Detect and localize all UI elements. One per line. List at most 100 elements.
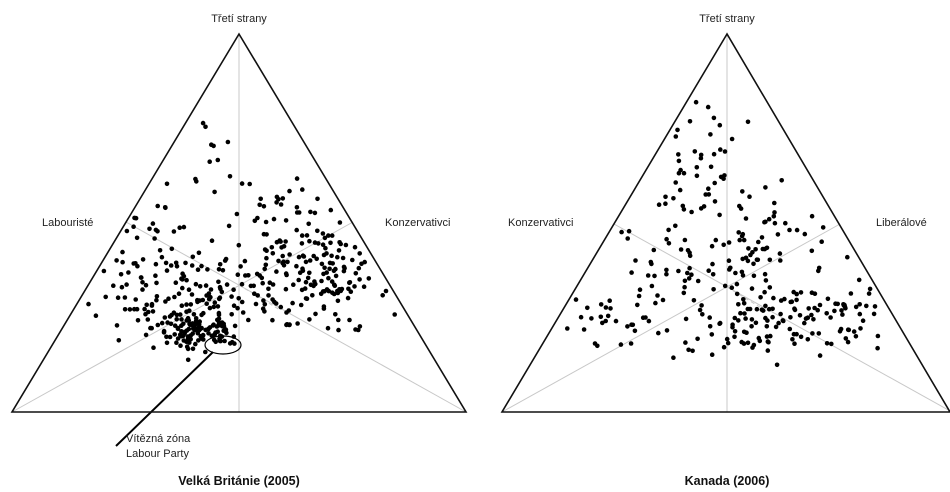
uk-data-point-113 bbox=[103, 294, 108, 300]
ca-data-point-21 bbox=[694, 173, 700, 179]
ca-data-point-60 bbox=[802, 231, 808, 237]
ca-data-point-83 bbox=[779, 178, 784, 183]
uk-data-point-21 bbox=[143, 282, 149, 288]
ca-data-point-214 bbox=[700, 312, 705, 317]
uk-data-point-252 bbox=[312, 240, 318, 245]
uk-data-point-163 bbox=[216, 296, 222, 302]
ca-data-point-222 bbox=[742, 311, 747, 316]
ca-data-point-57 bbox=[710, 272, 716, 277]
uk-data-point-29 bbox=[232, 323, 238, 329]
uk-axis-top-label: Třetí strany bbox=[211, 13, 267, 25]
uk-data-point-243 bbox=[333, 273, 339, 279]
uk-data-point-350 bbox=[175, 326, 181, 332]
uk-data-point-200 bbox=[262, 247, 268, 252]
uk-data-point-462 bbox=[307, 238, 312, 244]
uk-data-point-244 bbox=[294, 263, 299, 269]
uk-data-point-383 bbox=[201, 337, 206, 342]
ca-data-point-299 bbox=[858, 326, 863, 331]
ca-data-point-295 bbox=[809, 290, 815, 296]
uk-data-point-63 bbox=[142, 306, 147, 312]
uk-triangle bbox=[10, 32, 468, 413]
ca-data-point-263 bbox=[671, 355, 676, 361]
ca-data-point-255 bbox=[776, 320, 781, 326]
ca-data-point-264 bbox=[709, 332, 715, 337]
uk-data-point-250 bbox=[357, 277, 362, 282]
uk-data-point-112 bbox=[255, 293, 260, 298]
ca-data-point-303 bbox=[857, 302, 862, 307]
ca-data-point-7 bbox=[711, 115, 717, 121]
uk-data-point-447 bbox=[307, 258, 313, 263]
ca-panel-title: Kanada (2006) bbox=[685, 474, 770, 488]
uk-data-point-278 bbox=[329, 253, 334, 259]
uk-data-point-338 bbox=[168, 321, 174, 327]
ca-data-point-98 bbox=[760, 246, 766, 252]
ca-data-point-51 bbox=[832, 308, 837, 314]
ca-data-point-166 bbox=[656, 330, 661, 336]
uk-data-point-330 bbox=[174, 317, 179, 322]
ca-data-point-135 bbox=[649, 261, 654, 267]
ca-data-point-209 bbox=[763, 303, 768, 309]
uk-data-point-411 bbox=[144, 302, 149, 308]
uk-data-point-41 bbox=[179, 303, 185, 309]
ca-data-point-316 bbox=[848, 291, 854, 296]
ca-data-point-217 bbox=[717, 321, 722, 327]
ca-data-point-8 bbox=[708, 164, 714, 170]
ca-data-point-27 bbox=[673, 134, 679, 139]
uk-data-point-214 bbox=[336, 248, 342, 253]
ca-data-point-77 bbox=[666, 227, 671, 233]
ca-data-point-232 bbox=[798, 290, 804, 295]
ca-data-point-213 bbox=[792, 341, 797, 347]
ca-data-point-32 bbox=[706, 186, 711, 191]
uk-data-point-149 bbox=[222, 258, 228, 263]
uk-data-point-86 bbox=[163, 299, 168, 304]
ca-data-point-103 bbox=[759, 235, 765, 240]
ca-data-point-131 bbox=[637, 287, 643, 293]
uk-data-point-209 bbox=[320, 242, 326, 247]
uk-data-point-417 bbox=[209, 238, 215, 243]
ca-data-point-137 bbox=[663, 201, 668, 206]
uk-data-point-66 bbox=[151, 345, 156, 351]
uk-data-point-420 bbox=[134, 235, 140, 241]
uk-data-point-215 bbox=[304, 233, 310, 238]
uk-data-point-73 bbox=[326, 275, 331, 281]
uk-data-point-216 bbox=[392, 312, 398, 317]
uk-data-point-277 bbox=[337, 220, 343, 225]
uk-guide-dashed-b bbox=[238, 284, 281, 311]
ca-data-point-71 bbox=[666, 241, 672, 246]
uk-data-point-220 bbox=[308, 209, 313, 215]
ca-data-point-31 bbox=[698, 155, 704, 161]
ca-data-point-100 bbox=[763, 219, 768, 225]
panel-canada: Třetí strany Konzervativci Liberálové Ka… bbox=[500, 13, 950, 488]
uk-data-point-101 bbox=[154, 297, 159, 303]
uk-data-point-217 bbox=[287, 252, 292, 257]
uk-data-point-359 bbox=[215, 329, 220, 335]
ca-data-point-143 bbox=[687, 265, 692, 271]
uk-data-point-367 bbox=[174, 312, 180, 318]
uk-data-point-108 bbox=[239, 281, 245, 287]
ca-data-point-119 bbox=[756, 239, 761, 245]
ca-data-point-127 bbox=[726, 258, 732, 264]
uk-data-point-273 bbox=[276, 258, 281, 264]
uk-data-point-406 bbox=[181, 338, 187, 343]
uk-data-point-415 bbox=[150, 221, 156, 226]
ca-data-point-126 bbox=[619, 229, 624, 235]
uk-data-point-460 bbox=[239, 181, 245, 186]
uk-data-point-91 bbox=[116, 338, 122, 343]
ca-data-point-125 bbox=[664, 271, 669, 277]
uk-data-point-70 bbox=[119, 284, 125, 290]
ca-data-point-68 bbox=[787, 227, 792, 233]
ca-data-point-185 bbox=[736, 302, 741, 307]
ca-data-point-301 bbox=[838, 326, 844, 332]
uk-data-point-80 bbox=[252, 291, 257, 297]
ca-data-point-115 bbox=[686, 276, 692, 281]
ca-data-point-47 bbox=[778, 258, 783, 263]
ca-data-point-167 bbox=[598, 302, 604, 307]
uk-data-point-461 bbox=[263, 219, 269, 225]
ca-axis-right-label: Liberálové bbox=[876, 217, 927, 229]
uk-data-point-89 bbox=[154, 280, 159, 286]
ca-data-point-2 bbox=[663, 194, 668, 200]
ca-data-point-253 bbox=[765, 348, 771, 353]
uk-data-point-162 bbox=[195, 299, 200, 305]
uk-data-point-280 bbox=[331, 268, 337, 274]
uk-data-point-7 bbox=[140, 257, 146, 262]
